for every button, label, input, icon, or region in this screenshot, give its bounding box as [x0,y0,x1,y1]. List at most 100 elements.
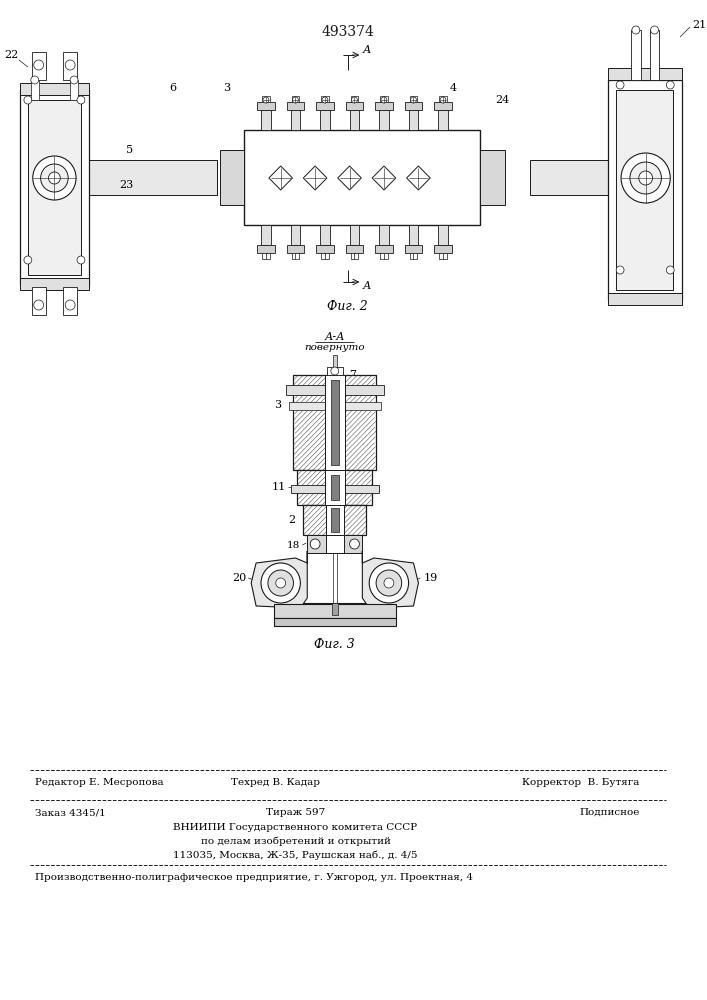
Bar [288,402,381,410]
Polygon shape [363,551,419,608]
Bar [20,278,89,290]
Circle shape [24,256,32,264]
Text: 3: 3 [223,83,230,93]
Bar [291,110,300,130]
Bar [332,603,338,615]
Bar [257,102,275,110]
Bar [351,253,358,259]
Bar [439,253,447,259]
Polygon shape [269,166,293,190]
Circle shape [263,97,269,103]
Circle shape [34,60,44,70]
Circle shape [77,96,85,104]
Bar [276,603,394,618]
Bar [262,253,270,259]
Circle shape [40,164,68,192]
Polygon shape [372,166,396,190]
Bar [63,287,77,315]
Text: 23: 23 [119,180,133,190]
Circle shape [310,539,320,549]
Text: 5: 5 [126,145,133,155]
Polygon shape [338,166,361,190]
Circle shape [376,570,402,596]
Text: 21: 21 [692,20,706,30]
Bar [480,150,505,205]
Circle shape [261,563,300,603]
Bar [257,245,275,253]
Text: Фиг. 3: Фиг. 3 [315,638,355,651]
Text: Редактор Е. Месропова: Редактор Е. Месропова [35,778,163,787]
Bar [434,245,452,253]
Circle shape [322,97,328,103]
Bar [32,287,45,315]
Bar [331,380,339,465]
Circle shape [384,578,394,588]
Bar [404,245,422,253]
Circle shape [49,172,60,184]
Bar [346,102,363,110]
Circle shape [33,156,76,200]
Text: Корректор  В. Бутяга: Корректор В. Бутяга [522,778,640,787]
Bar [380,96,388,102]
Bar [291,96,299,102]
Bar [261,225,271,245]
Circle shape [411,97,416,103]
Bar [291,225,300,245]
Bar [617,90,673,290]
Text: 22: 22 [4,50,18,60]
Bar [409,110,419,130]
Bar [316,245,334,253]
Circle shape [650,26,658,34]
Circle shape [276,578,286,588]
Text: Фиг. 2: Фиг. 2 [327,300,368,313]
Bar [404,102,422,110]
Text: повернуто: повернуто [305,343,365,352]
Text: Подписное: Подписное [580,808,640,817]
Bar [331,508,339,532]
Bar [286,245,304,253]
Bar [409,96,417,102]
Circle shape [268,570,293,596]
Text: по делам изобретений и открытий: по делам изобретений и открытий [201,837,390,846]
Bar [321,96,329,102]
Bar [261,110,271,130]
Text: А: А [363,45,370,55]
Bar [332,370,338,400]
Circle shape [351,97,358,103]
Bar [286,385,384,395]
Bar [333,355,337,370]
Bar [308,535,363,553]
Polygon shape [303,166,327,190]
Text: 11: 11 [271,482,286,492]
Bar [375,102,393,110]
Text: Заказ 4345/1: Заказ 4345/1 [35,808,105,817]
Bar [316,102,334,110]
Text: 24: 24 [495,95,509,105]
Bar [380,253,388,259]
Bar [326,535,344,553]
Bar [351,96,358,102]
Text: Техред В. Кадар: Техред В. Кадар [231,778,320,787]
Text: А: А [363,281,370,291]
Bar [32,52,45,80]
Text: Производственно-полиграфическое предприятие, г. Ужгород, ул. Проектная, 4: Производственно-полиграфическое предприя… [35,873,473,882]
Bar [438,225,448,245]
Text: 19: 19 [423,573,438,583]
Text: 493374: 493374 [321,25,374,39]
Bar [320,225,330,245]
Circle shape [666,266,674,274]
Bar [220,150,245,205]
Bar [375,245,393,253]
Text: 113035, Москва, Ж-35, Раушская наб., д. 4/5: 113035, Москва, Ж-35, Раушская наб., д. … [173,851,418,860]
Bar [303,505,366,535]
Bar [274,618,396,626]
Circle shape [440,97,446,103]
Circle shape [65,300,75,310]
Text: 18: 18 [287,540,300,550]
Bar [650,30,660,80]
Bar [28,100,81,275]
Bar [326,505,344,535]
Bar [286,102,304,110]
Bar [438,110,448,130]
Bar [321,253,329,259]
